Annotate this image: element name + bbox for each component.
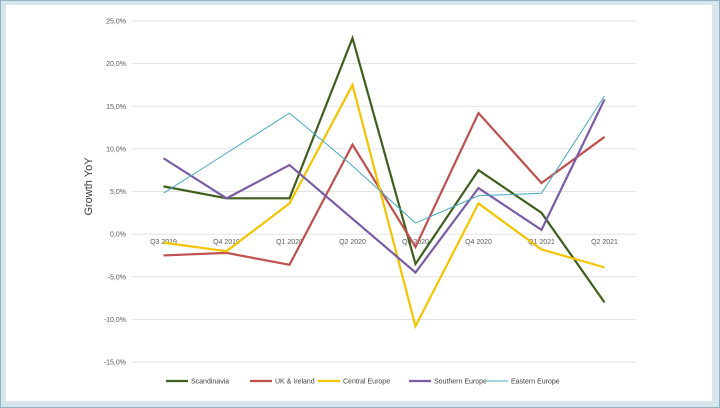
line-chart: 25,0% 20,0% 15,0% 10,0% 5,0% 0,0% -5,0% -10,0% -… [83,19,636,386]
x-tick-label: Q4 2020 [465,239,492,246]
x-tick-label: Q2 2020 [339,239,366,246]
series-line-central-europe [163,81,605,330]
chart-panel: 25,0% 20,0% 15,0% 10,0% 5,0% 0,0% -5,0% -10,0% -… [6,5,712,401]
x-tick-label: Q4 2019 [213,239,240,246]
legend-label: Eastern Europe [511,379,560,386]
series-line-uk-ireland [163,111,606,267]
y-tick-label: 20,0% [106,61,126,68]
y-tick-label: 5,0% [110,189,126,196]
legend-label: Southern Europe [434,379,487,386]
legend-label: UK & Ireland [275,379,315,386]
y-tick-label: -10,0% [104,317,126,324]
x-tick-label: Q3 2020 [402,239,429,246]
series-line-eastern-europe [163,95,605,224]
y-tick-label: -5,0% [108,274,126,281]
y-tick-label: 25,0% [106,19,126,26]
y-tick-label: -15,0% [104,360,126,367]
x-tick-label: Q1 2020 [276,239,303,246]
y-tick-label: 15,0% [106,104,126,111]
y-tick-label: 10,0% [106,146,126,153]
x-tick-label: Q2 2021 [591,239,618,246]
series-line-scandinavia [163,34,606,303]
y-tick-label: 0,0% [110,232,126,239]
x-tick-label: Q1 2021 [528,239,555,246]
legend-label: Scandinavia [191,379,229,386]
series-line-southern-europe [162,98,606,275]
y-axis-label: Growth YoY [83,157,95,216]
legend-label: Central Europe [343,379,390,386]
